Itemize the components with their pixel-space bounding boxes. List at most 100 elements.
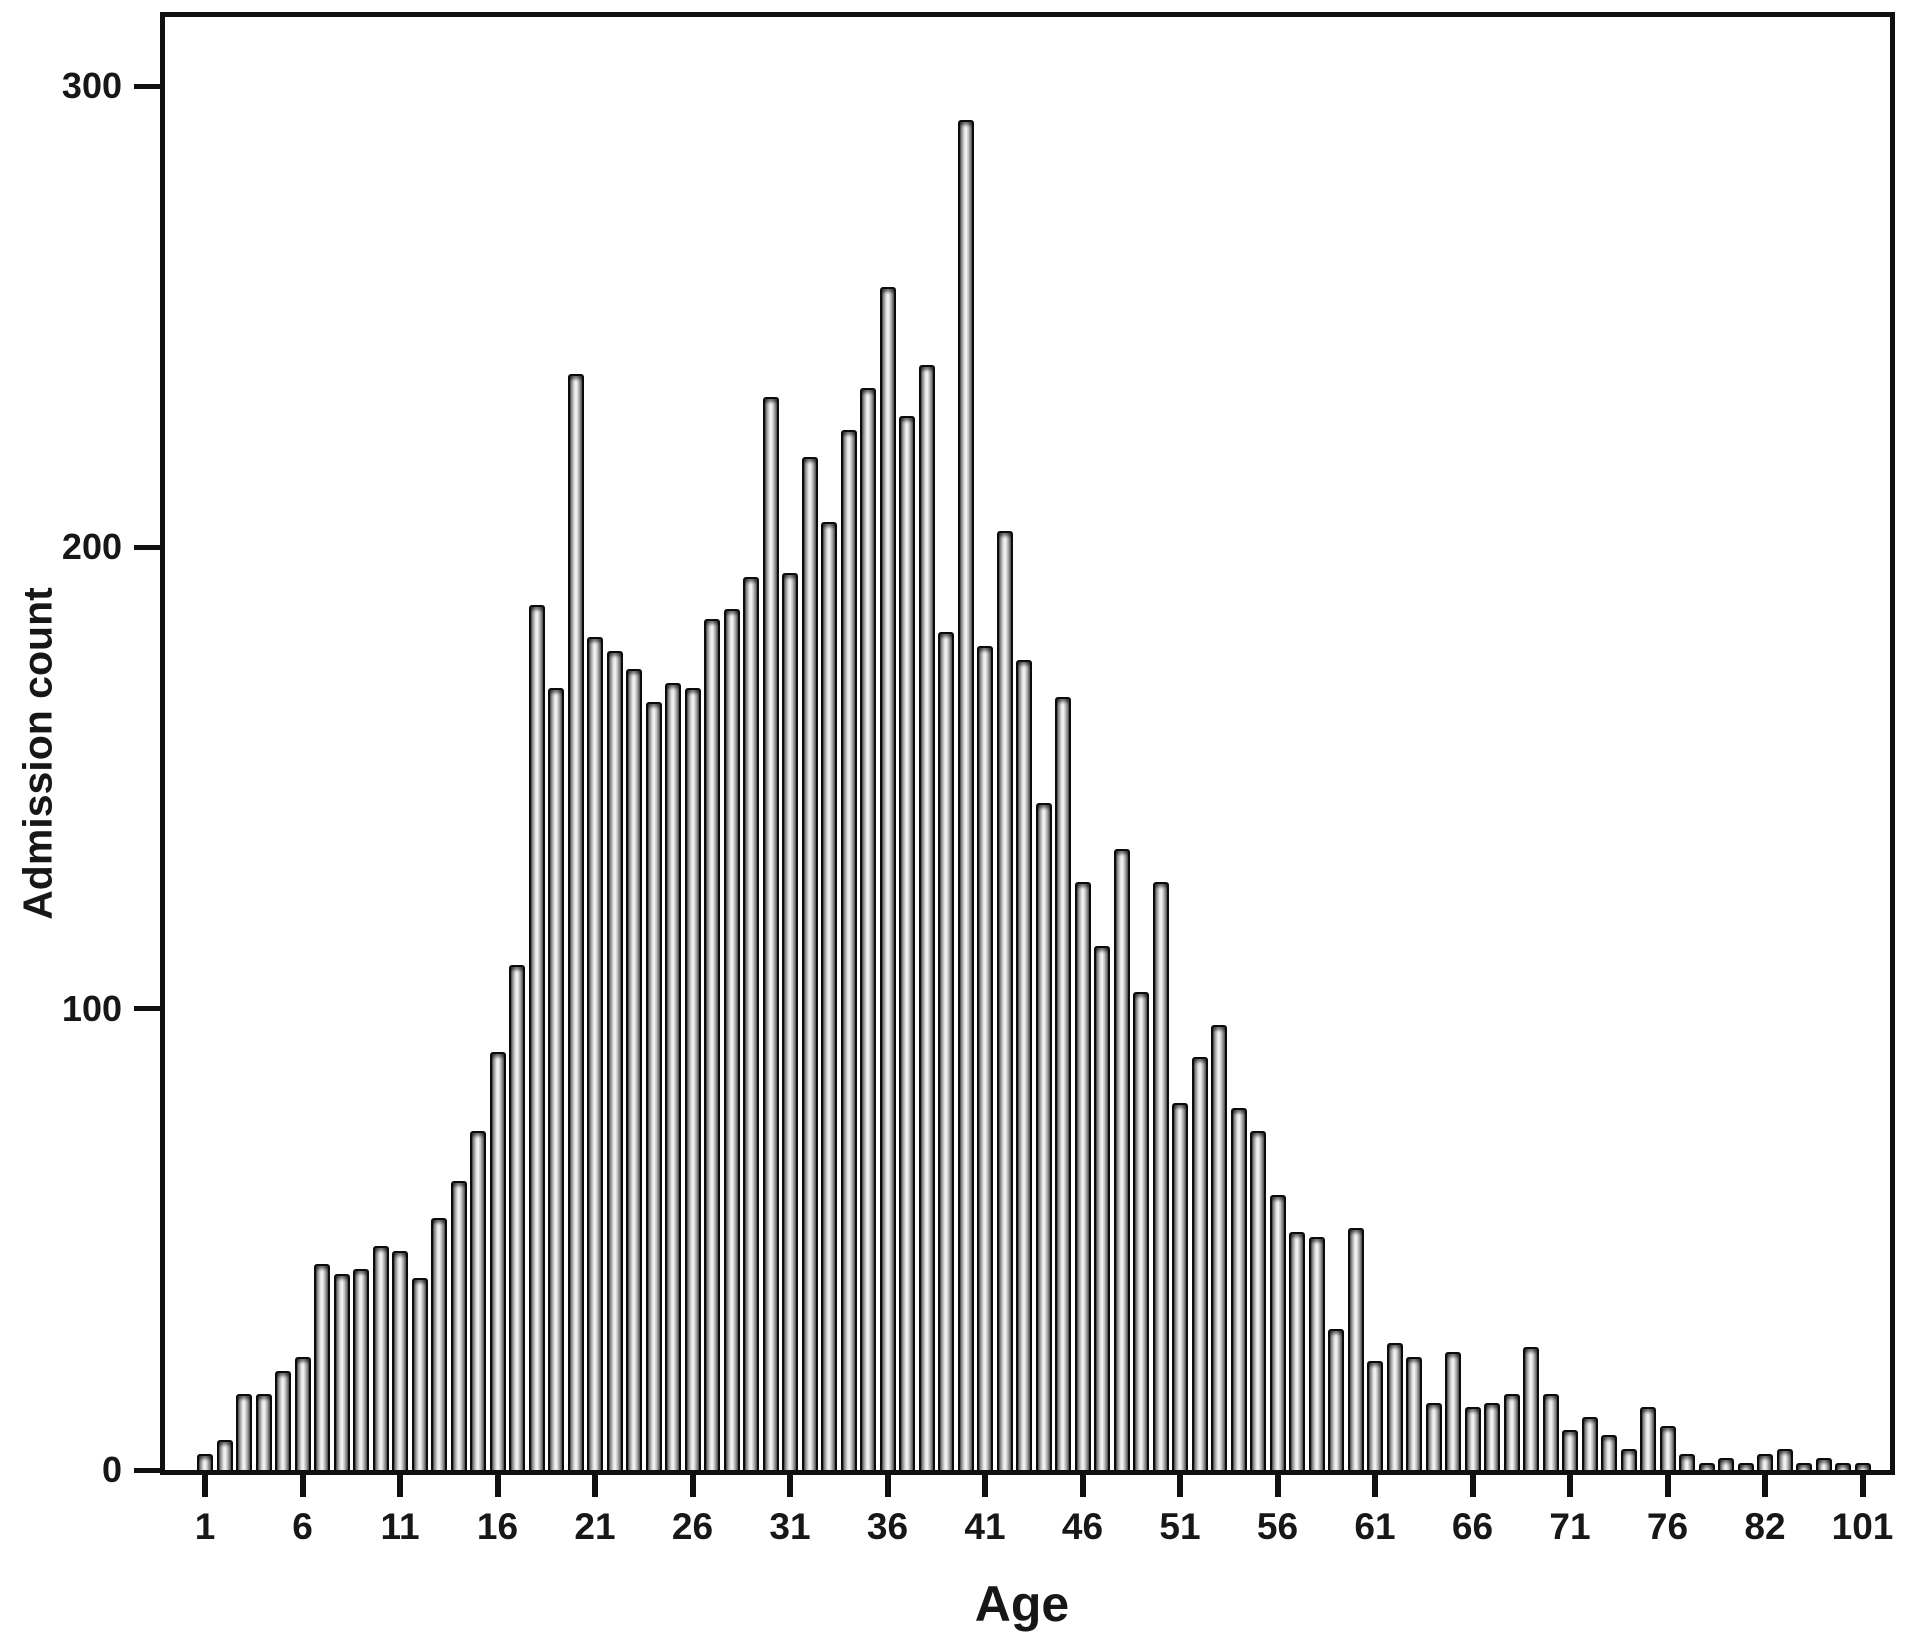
bar — [236, 1394, 252, 1470]
plot-area — [160, 12, 1895, 1475]
x-axis-tick-label: 31 — [769, 1506, 811, 1547]
bar — [333, 1274, 350, 1470]
bar — [197, 1454, 213, 1470]
x-axis-tick — [592, 1470, 598, 1497]
bar — [1679, 1454, 1695, 1470]
bar — [411, 1278, 428, 1470]
bar — [1425, 1403, 1442, 1470]
y-axis-tick — [134, 1006, 161, 1012]
bar — [821, 522, 837, 1470]
bar — [957, 120, 974, 1470]
bar — [1659, 1426, 1676, 1470]
bar — [1211, 1025, 1227, 1470]
x-axis-tick — [299, 1470, 306, 1497]
x-axis-tick-label: 21 — [574, 1506, 616, 1547]
bar — [567, 374, 584, 1470]
bar — [255, 1394, 272, 1470]
bar — [1094, 946, 1110, 1470]
y-axis-title: Admission count — [14, 587, 61, 920]
x-axis-tick-label: 36 — [866, 1506, 909, 1547]
bar — [977, 646, 993, 1470]
bar — [782, 573, 798, 1470]
bar — [938, 632, 954, 1470]
bar — [587, 637, 603, 1470]
x-axis-tick — [1372, 1470, 1378, 1497]
bar — [1737, 1463, 1754, 1470]
bar — [294, 1357, 311, 1470]
y-axis-tick — [134, 1467, 161, 1473]
bar — [1796, 1463, 1812, 1470]
bar — [489, 1052, 506, 1470]
bar — [1386, 1343, 1403, 1470]
bar — [801, 457, 818, 1470]
x-axis-title: Age — [974, 1576, 1070, 1632]
bar — [626, 669, 642, 1470]
bar — [1562, 1430, 1578, 1470]
x-axis-tick — [202, 1470, 208, 1497]
bar — [1406, 1357, 1422, 1470]
bar — [1308, 1237, 1325, 1470]
bar — [1484, 1403, 1500, 1470]
y-axis-tick-label: 300 — [61, 65, 122, 107]
bar — [1016, 660, 1032, 1470]
bar — [684, 688, 701, 1470]
bar — [1698, 1463, 1715, 1470]
bar — [1074, 882, 1091, 1470]
bar — [1133, 992, 1149, 1470]
bar — [723, 609, 740, 1470]
bar — [314, 1264, 330, 1470]
bar — [645, 702, 662, 1470]
bar — [509, 965, 525, 1470]
x-axis-tick-label: 6 — [292, 1506, 313, 1547]
x-axis-tick — [787, 1470, 793, 1497]
bar — [1601, 1435, 1617, 1470]
x-axis-tick — [494, 1470, 501, 1497]
bar — [1269, 1195, 1286, 1470]
x-axis-tick — [1859, 1470, 1866, 1497]
x-axis-tick — [1177, 1470, 1183, 1497]
y-axis-tick-label: 0 — [101, 1449, 122, 1490]
x-axis-tick — [1274, 1470, 1281, 1497]
y-axis-tick-label: 200 — [61, 526, 122, 568]
bar — [1776, 1449, 1793, 1470]
bar — [1581, 1417, 1598, 1470]
x-axis-tick — [1762, 1470, 1768, 1497]
bar — [1230, 1108, 1247, 1470]
x-axis-tick-label: 16 — [476, 1506, 519, 1547]
x-axis-tick — [982, 1470, 988, 1497]
bar — [704, 619, 720, 1470]
bar — [1815, 1458, 1832, 1470]
bar — [1289, 1232, 1305, 1470]
bar — [216, 1440, 233, 1470]
x-axis-tick-label: 26 — [671, 1506, 714, 1547]
y-axis-tick — [134, 544, 161, 550]
x-axis-tick — [1079, 1470, 1086, 1497]
bar — [1113, 849, 1130, 1470]
x-axis-tick-label: 56 — [1256, 1506, 1299, 1547]
x-axis-tick-label: 101 — [1831, 1506, 1894, 1547]
bar — [1523, 1347, 1539, 1470]
bar — [1172, 1103, 1188, 1470]
bar — [1835, 1463, 1851, 1470]
bar — [1250, 1131, 1266, 1470]
bar — [860, 388, 876, 1470]
bar — [431, 1218, 447, 1470]
bar — [1035, 803, 1052, 1470]
x-axis-tick-label: 46 — [1061, 1506, 1104, 1547]
x-axis-tick-label: 82 — [1744, 1506, 1786, 1547]
bar — [1055, 697, 1071, 1470]
bar — [1445, 1352, 1461, 1470]
x-axis-tick-label: 66 — [1451, 1506, 1494, 1547]
bar — [1191, 1057, 1208, 1470]
y-axis-tick — [134, 83, 161, 89]
bar — [1347, 1228, 1364, 1470]
bar — [899, 416, 915, 1470]
x-axis-tick-label: 76 — [1646, 1506, 1689, 1547]
x-axis-tick — [884, 1470, 891, 1497]
bar — [1854, 1463, 1871, 1470]
bar — [606, 651, 623, 1470]
bar — [1464, 1407, 1481, 1470]
bar — [1620, 1449, 1637, 1470]
bar — [840, 430, 857, 1470]
